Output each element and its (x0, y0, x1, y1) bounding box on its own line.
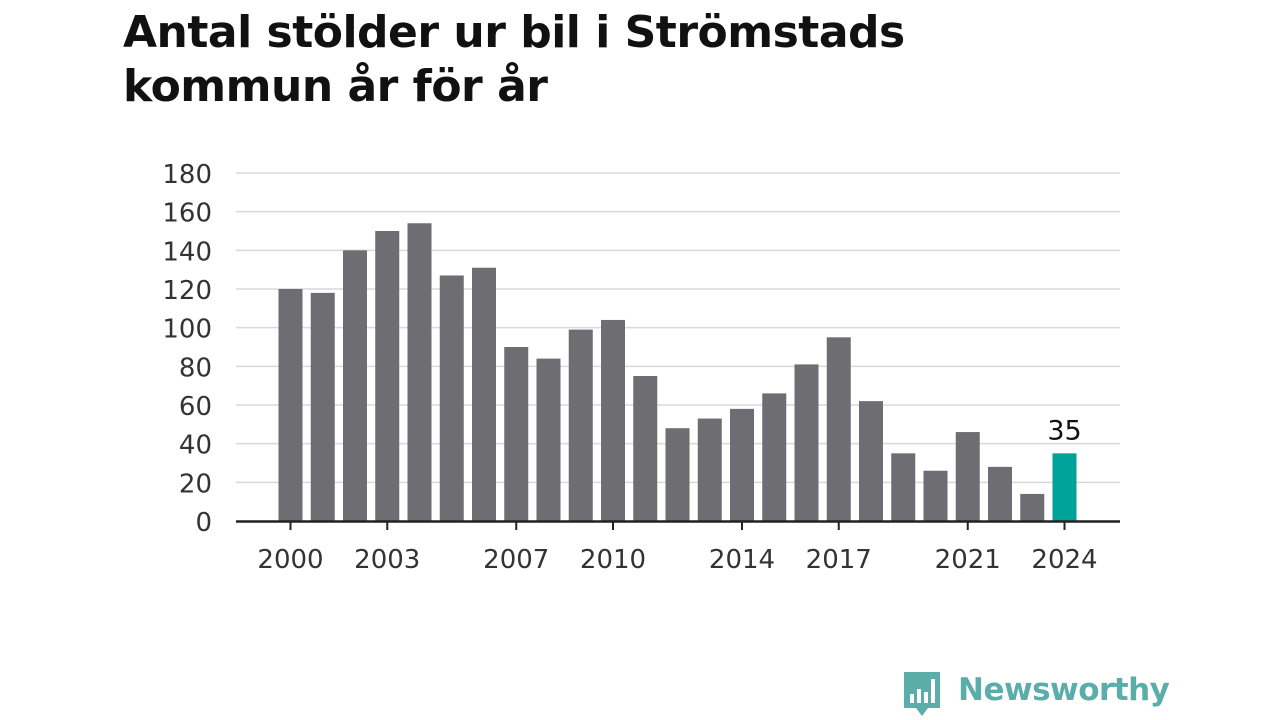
bar-2011 (633, 376, 658, 521)
bar-2018 (859, 401, 883, 521)
bar-2006 (472, 267, 496, 521)
bar-2010 (601, 319, 625, 521)
bar-2021 (955, 432, 980, 521)
x-tick-label: 2021 (935, 545, 1001, 575)
bar-2004 (407, 223, 432, 521)
bar-2023 (1020, 493, 1045, 521)
bar-2012 (665, 428, 690, 521)
x-tick-label: 2024 (1031, 545, 1097, 575)
bar-2008 (536, 358, 561, 521)
y-tick-label: 140 (162, 237, 212, 267)
y-tick-label: 120 (162, 276, 212, 306)
bar-2013 (697, 418, 722, 521)
y-tick-label: 100 (162, 315, 212, 345)
bar-2002 (343, 250, 367, 522)
data-labels: 35 (1047, 415, 1081, 446)
y-tick-label: 180 (162, 160, 212, 190)
x-tick-label: 2014 (709, 545, 775, 575)
bars (278, 223, 1077, 522)
bar-2017 (826, 337, 851, 521)
bar-2009 (568, 329, 593, 521)
brand-name: Newsworthy (958, 672, 1170, 708)
bar-2020 (923, 470, 948, 521)
y-tick-label: 20 (179, 469, 212, 499)
y-tick-label: 80 (179, 353, 212, 383)
bar-2000 (278, 289, 303, 521)
chat-bubble-bar-chart-icon (904, 672, 940, 716)
bar-2015 (762, 393, 787, 521)
brand-logo: Newsworthy (902, 670, 1170, 720)
bar-2016 (794, 364, 819, 521)
bar-2014 (730, 408, 754, 521)
bar-2007 (504, 347, 529, 521)
y-tick-label: 0 (195, 508, 212, 538)
y-tick-label: 160 (162, 199, 212, 229)
x-tick-label: 2007 (483, 545, 549, 575)
x-tick-label: 2003 (354, 545, 420, 575)
y-tick-label: 60 (179, 392, 212, 422)
bar-2001 (310, 292, 335, 521)
bar-2005 (439, 275, 464, 521)
bar-2022 (988, 466, 1012, 521)
bar-2024 (1052, 453, 1077, 521)
data-label-2024: 35 (1047, 415, 1081, 446)
y-axis-tick-labels: 0 20 40 60 80 100 120 140 160 180 (162, 160, 212, 538)
x-axis-tick-labels: 2000 2003 2007 2010 2014 2017 2021 2024 (257, 521, 1098, 575)
x-tick-label: 2010 (580, 545, 646, 575)
y-tick-label: 40 (179, 431, 212, 461)
x-tick-label: 2000 (257, 545, 323, 575)
chart-title: Antal stölder ur bil i Strömstads kommun… (123, 7, 905, 112)
x-tick-label: 2017 (806, 545, 872, 575)
bar-2019 (891, 453, 916, 521)
bar-2003 (375, 231, 400, 521)
